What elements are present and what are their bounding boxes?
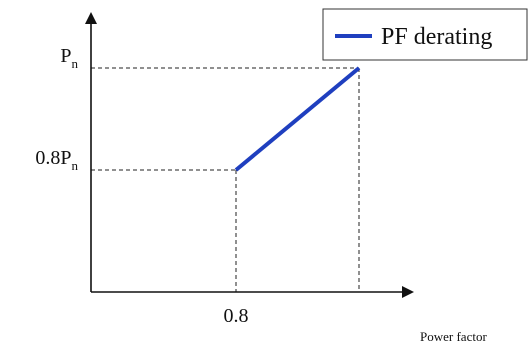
x-tick-label-0: 0.8 [224,305,249,327]
legend: PF derating [322,8,528,61]
tick-labels: 0.8 0.8Pn Pn [35,45,248,327]
series-line-0 [234,66,361,172]
y-tick-label-0: 0.8Pn [35,147,78,173]
legend-label-pf-derating: PF derating [381,24,492,50]
series-layer [234,66,361,172]
axes [85,12,414,298]
guide-lines [91,67,360,292]
x-axis-label: Power factor [420,329,487,344]
y-tick-label-1: Pn [60,45,78,71]
